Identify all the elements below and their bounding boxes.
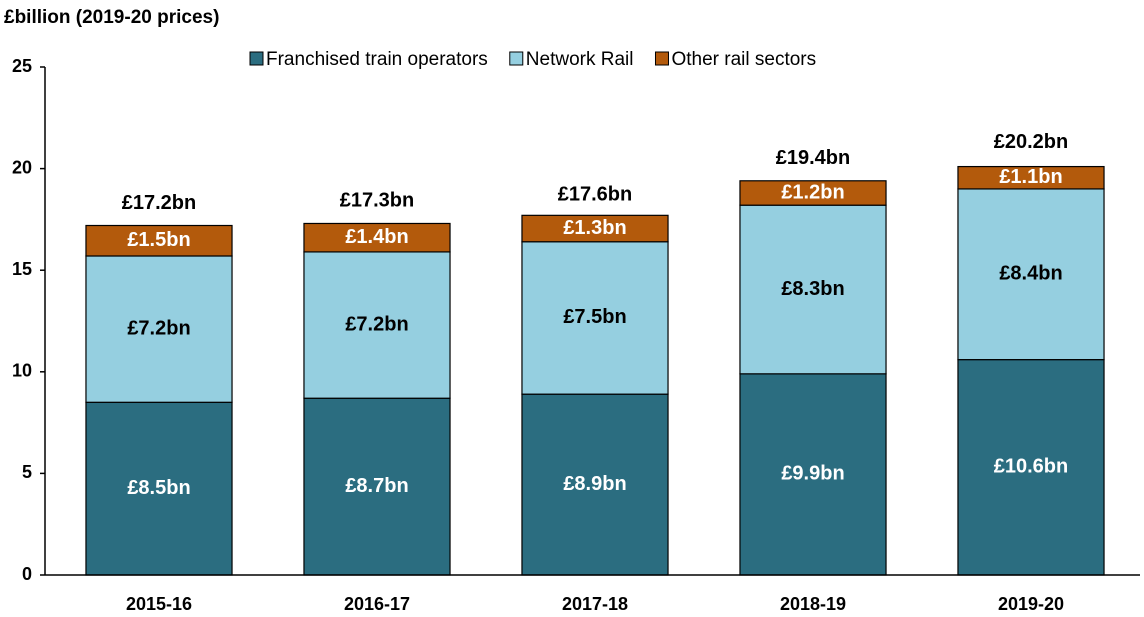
bar-segment: [739, 204, 887, 375]
data-label: £10.6bn: [994, 456, 1068, 478]
y-axis-label: £billion (2019-20 prices): [4, 7, 219, 28]
data-label: £8.9bn: [563, 473, 626, 495]
bar-segment: [303, 397, 451, 576]
bar-segment: [521, 393, 669, 576]
legend-label: Franchised train operators: [266, 49, 488, 70]
legend-label: Other rail sectors: [671, 49, 816, 70]
data-label: £8.5bn: [127, 477, 190, 499]
total-label: £17.6bn: [558, 184, 632, 206]
data-label: £7.2bn: [345, 313, 408, 335]
bar-segment: [521, 241, 669, 395]
total-label: £20.2bn: [994, 131, 1068, 153]
data-label: £7.5bn: [563, 306, 626, 328]
bar-segment: [303, 251, 451, 399]
data-label: £1.1bn: [999, 166, 1062, 188]
bar-segment: [521, 214, 669, 243]
total-label: £19.4bn: [776, 147, 850, 169]
data-label: £7.2bn: [127, 317, 190, 339]
bar-segment: [957, 188, 1105, 361]
bar-segment: [303, 222, 451, 253]
bar-segment: [957, 359, 1105, 576]
y-tick-label: 20: [12, 157, 32, 177]
data-label: £1.3bn: [563, 217, 626, 239]
bar-segment: [957, 165, 1105, 190]
bar-segment: [85, 255, 233, 403]
bar-segment: [85, 224, 233, 257]
y-tick-label: 0: [22, 564, 32, 584]
legend-swatch: [509, 51, 524, 66]
data-label: £8.3bn: [781, 278, 844, 300]
y-tick-label: 5: [22, 462, 32, 482]
legend-label: Network Rail: [526, 49, 634, 70]
y-tick-label: 10: [12, 361, 32, 381]
data-label: £1.4bn: [345, 226, 408, 248]
data-label: £1.5bn: [127, 229, 190, 251]
data-label: £8.7bn: [345, 475, 408, 497]
y-tick-label: 25: [12, 56, 32, 76]
x-tick-label: 2016-17: [344, 594, 410, 614]
total-label: £17.3bn: [340, 190, 414, 212]
x-tick-label: 2018-19: [780, 594, 846, 614]
legend-swatch: [249, 51, 264, 66]
data-label: £8.4bn: [999, 263, 1062, 285]
data-label: £1.2bn: [781, 181, 844, 203]
y-tick-label: 15: [12, 259, 32, 279]
x-tick-label: 2017-18: [562, 594, 628, 614]
data-label: £9.9bn: [781, 463, 844, 485]
total-label: £17.2bn: [122, 192, 196, 214]
bar-segment: [739, 373, 887, 576]
x-tick-label: 2015-16: [126, 594, 192, 614]
legend-swatch: [654, 51, 669, 66]
x-tick-label: 2019-20: [998, 594, 1064, 614]
bar-segment: [739, 180, 887, 206]
